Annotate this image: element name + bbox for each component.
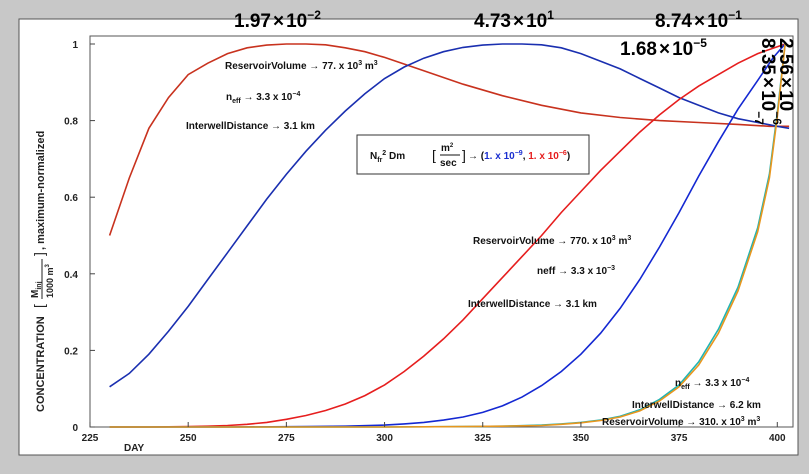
y-tick-label: 0.4: [64, 270, 78, 281]
annotation-3-neff: neff → 3.3 x 10−4: [675, 377, 749, 391]
y-axis-label-suffix: , maximum-normalized: [35, 131, 47, 250]
annotation-2-neff: neff → 3.3 x 10−3: [537, 265, 615, 277]
series-line-2: [109, 43, 790, 388]
y-axis-label-num-sub: inj: [36, 281, 43, 289]
y-axis-label-den-sup: 3: [45, 263, 51, 267]
top-label-orange: 8.35×10−7: [752, 38, 778, 125]
svg-text:CONCENTRATION: CONCENTRATION: [35, 316, 47, 412]
x-tick-label: 350: [573, 433, 590, 444]
annotation-1-volume: ReservoirVolume → 77. x 103 m3: [225, 60, 378, 72]
svg-text:Minj: Minj: [30, 281, 43, 298]
annotation-1-neff: neff → 3.3 x 10−4: [226, 91, 300, 105]
svg-text:Nfr2 Dm: Nfr2 Dm: [370, 150, 405, 164]
y-axis-label-num: M: [30, 290, 41, 298]
x-tick-label: 375: [671, 433, 688, 444]
annotation-3-volume: ReservoirVolume → 310. x 103 m3: [602, 416, 760, 428]
legend-unit-den: sec: [440, 158, 457, 169]
series-line-4: [109, 43, 786, 428]
y-tick-label: 0: [72, 423, 78, 434]
y-tick-label: 1: [72, 40, 78, 51]
y-tick-label: 0.8: [64, 117, 78, 128]
top-label-red: 1.68 × 10−5: [620, 36, 707, 60]
legend-n: N: [370, 151, 377, 162]
svg-text:, maximum-normalized: , maximum-normalized: [35, 131, 47, 250]
y-tick-label: 0.6: [64, 193, 78, 204]
x-tick-label: 325: [474, 433, 491, 444]
y-tick-label: 0.2: [64, 346, 78, 357]
legend-box: Nfr2 Dm [ m2 sec ] → (1. x 10−9, 1. x 10…: [356, 134, 590, 175]
y-axis-label-prefix: CONCENTRATION: [35, 316, 47, 412]
top-label-blue: 8.74 × 10−1: [655, 8, 742, 32]
annotation-2-volume: ReservoirVolume → 770. x 103 m3: [473, 235, 631, 247]
legend-value-1: 1. x 10: [484, 151, 515, 162]
svg-text:[: [: [432, 147, 436, 163]
svg-text:[: [: [31, 304, 47, 308]
annotation-1-distance: InterwellDistance → 3.1 km: [186, 121, 315, 132]
top-label-blue-dark: 4.73 × 101: [474, 8, 554, 32]
annotation-2-distance: InterwellDistance → 3.1 km: [468, 299, 597, 310]
series-layer: [108, 43, 790, 428]
x-tick-label: 225: [82, 433, 99, 444]
axis-layer: 225 250 275 300 325 350 375 400 0 0.2 0.4 0.6 0.8 1: [64, 40, 786, 444]
x-axis-label: DAY: [124, 443, 145, 454]
svg-text:m2: m2: [441, 143, 454, 154]
x-tick-label: 250: [180, 433, 197, 444]
svg-text:1000 m3: 1000 m3: [45, 263, 55, 298]
top-label-red-dark: 1.97 × 10−2: [234, 8, 321, 32]
y-axis-label: CONCENTRATION [ Minj 1000 m3 ] , maximum…: [30, 131, 55, 412]
x-tick-label: 275: [278, 433, 295, 444]
annotation-3-distance: InterwellDistance → 6.2 km: [632, 400, 761, 411]
svg-text:]: ]: [462, 147, 466, 163]
top-label-cyan: 2.56×10−6: [770, 38, 796, 125]
series-line-6: [109, 43, 786, 428]
svg-text:→ (1. x 10−9, 1. x 10−6): → (1. x 10−9, 1. x 10−6): [468, 150, 570, 162]
svg-text:]: ]: [31, 252, 47, 256]
series-line-3: [109, 43, 786, 428]
legend-value-2: 1. x 10: [528, 151, 559, 162]
x-tick-label: 400: [769, 433, 786, 444]
x-tick-label: 300: [376, 433, 393, 444]
y-axis-label-den: 1000 m: [45, 267, 55, 298]
